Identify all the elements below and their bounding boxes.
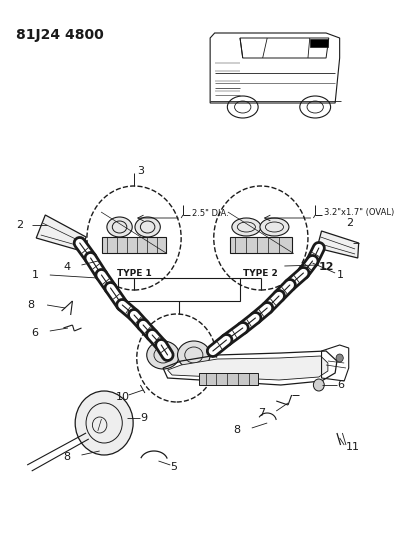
Text: 3: 3 <box>137 166 144 176</box>
Text: 6: 6 <box>32 328 39 338</box>
Ellipse shape <box>260 218 289 236</box>
Text: 12: 12 <box>319 262 334 272</box>
Ellipse shape <box>232 218 261 236</box>
Circle shape <box>336 354 343 362</box>
Polygon shape <box>36 215 86 251</box>
Text: 11: 11 <box>346 442 360 452</box>
Circle shape <box>313 379 324 391</box>
Text: 2: 2 <box>346 218 353 228</box>
Text: 9: 9 <box>140 413 148 423</box>
FancyBboxPatch shape <box>199 373 258 385</box>
Ellipse shape <box>178 341 210 369</box>
Circle shape <box>75 391 133 455</box>
Ellipse shape <box>107 217 132 237</box>
FancyBboxPatch shape <box>102 237 166 253</box>
Text: 2: 2 <box>16 220 24 230</box>
Polygon shape <box>310 39 328 47</box>
Ellipse shape <box>147 341 179 369</box>
Text: 6: 6 <box>337 380 344 390</box>
Text: 8: 8 <box>64 452 70 462</box>
FancyBboxPatch shape <box>230 237 292 253</box>
Ellipse shape <box>135 217 160 237</box>
Text: 10: 10 <box>116 392 130 402</box>
Text: 4: 4 <box>64 262 70 272</box>
Text: TYPE 2: TYPE 2 <box>244 270 278 279</box>
Text: 8: 8 <box>234 425 241 435</box>
Text: 7: 7 <box>258 408 265 418</box>
Text: 5: 5 <box>170 462 177 472</box>
Text: 3.2"x1.7" (OVAL): 3.2"x1.7" (OVAL) <box>324 208 394 217</box>
Text: 1: 1 <box>32 270 39 280</box>
Text: 81J24 4800: 81J24 4800 <box>16 28 104 42</box>
Text: 2.5" DIA.: 2.5" DIA. <box>192 208 229 217</box>
Text: TYPE 1: TYPE 1 <box>117 270 152 279</box>
Text: 1: 1 <box>337 270 344 280</box>
Polygon shape <box>168 356 328 380</box>
Text: 8: 8 <box>27 300 34 310</box>
Polygon shape <box>317 231 359 258</box>
